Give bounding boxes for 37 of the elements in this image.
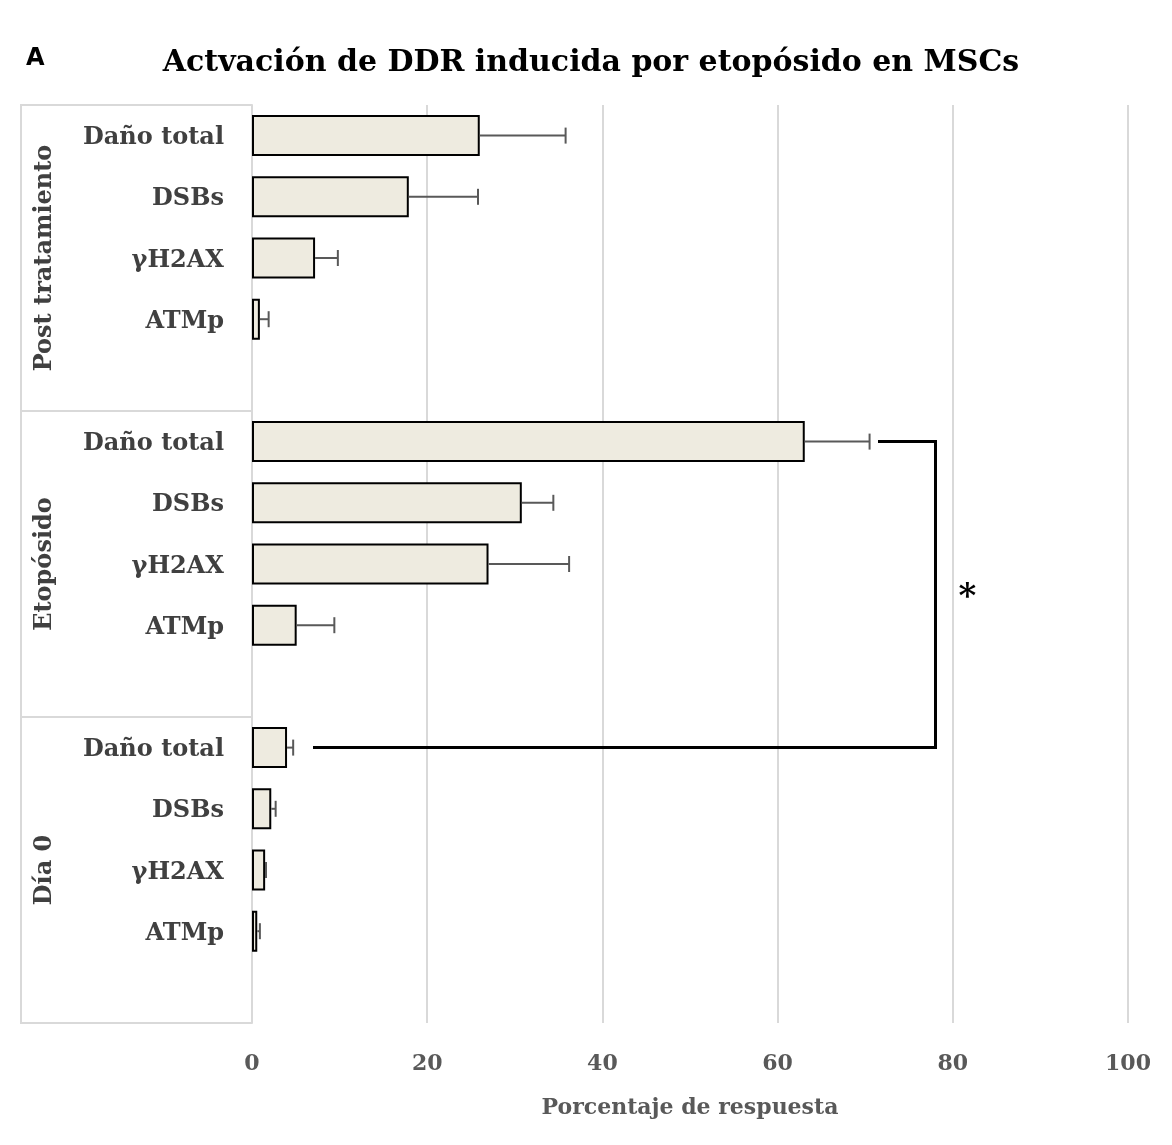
y-tick-label: γH2AX xyxy=(131,855,225,885)
bar xyxy=(252,298,260,340)
x-tick-label: 100 xyxy=(1105,1049,1151,1075)
x-axis-title: Porcentaje de respuesta xyxy=(541,1093,839,1119)
y-tick-label: DSBs xyxy=(152,488,224,518)
bar xyxy=(252,115,480,157)
text: Post tratamiento xyxy=(27,144,57,372)
y-tick-label: ATMp xyxy=(144,916,224,946)
bar xyxy=(252,910,258,952)
bar xyxy=(252,482,522,524)
x-tick-label: 20 xyxy=(411,1049,443,1075)
bar xyxy=(252,849,266,891)
y-tick-label: Daño total xyxy=(82,427,224,457)
bar xyxy=(252,421,805,463)
text: Día 0 xyxy=(27,834,57,906)
bar xyxy=(252,237,316,279)
y-tick-label: DSBs xyxy=(152,182,224,212)
y-tick-label: γH2AX xyxy=(131,243,225,273)
y-tick-label: DSBs xyxy=(152,794,224,824)
x-tick-label: 60 xyxy=(762,1049,793,1075)
y-tick-label: ATMp xyxy=(144,610,224,640)
y-tick-label: ATMp xyxy=(144,304,224,334)
bar xyxy=(252,176,409,218)
x-tick-label: 40 xyxy=(587,1049,618,1075)
y-tick-label: Daño total xyxy=(82,121,224,151)
text: Etopósido xyxy=(27,497,57,631)
x-tick-label: 80 xyxy=(937,1049,969,1075)
bar xyxy=(252,604,297,646)
y-tick-label: γH2AX xyxy=(131,549,225,579)
x-tick-label: 0 xyxy=(244,1049,260,1075)
bar xyxy=(252,788,272,830)
bar xyxy=(252,543,489,585)
text: A xyxy=(26,43,45,71)
y-tick-label: Daño total xyxy=(82,733,224,763)
annotation: * xyxy=(958,574,977,615)
bar xyxy=(252,727,288,769)
chart-title: Actvación de DDR inducida por etopósido en MSCs xyxy=(161,42,1020,78)
